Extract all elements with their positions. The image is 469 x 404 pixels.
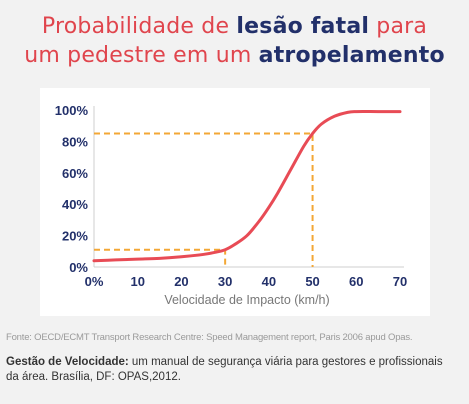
title-line-1: Probabilidade de lesão fatal para [0,12,469,41]
title-part: um pedestre em um [24,43,259,68]
source-note: Fonte: OECD/ECMT Transport Research Cent… [6,332,413,343]
title-part: atropelamento [258,43,445,68]
y-tick-label: 40% [62,197,88,212]
citation-rest: um manual de segurança viária para gesto… [6,356,443,383]
x-tick-label: 20 [174,274,188,289]
x-tick-label: 70 [393,274,407,289]
x-tick-label: 10 [130,274,144,289]
x-tick-label: 0% [85,274,104,289]
y-tick-label: 100% [55,103,89,118]
y-tick-label: 0% [69,260,88,275]
citation-bold: Gestão de Velocidade: [6,356,129,368]
y-tick-label: 80% [62,134,88,149]
guide-line [94,132,314,267]
x-tick-label: 40 [262,274,276,289]
chart-panel [40,88,430,316]
x-tick-label: 60 [349,274,363,289]
chart-title: Probabilidade de lesão fatal para um ped… [0,12,469,70]
title-part: lesão fatal [236,14,370,39]
title-part: Probabilidade de [41,14,237,39]
y-tick-label: 60% [62,166,88,181]
x-axis-label: Velocidade de Impacto (km/h) [164,293,329,307]
citation: Gestão de Velocidade: um manual de segur… [6,355,446,385]
chart-svg: 0% 20% 40% 60% 80% 100% 0% 10 20 30 40 50 60 70 Veloci… [55,103,407,307]
title-line-2: um pedestre em um atropelamento [0,41,469,70]
x-tick-label: 50 [305,274,319,289]
fatality-curve [92,110,402,263]
x-tick-label: 30 [218,274,232,289]
y-tick-label: 20% [62,229,88,244]
title-part: para [369,14,428,39]
